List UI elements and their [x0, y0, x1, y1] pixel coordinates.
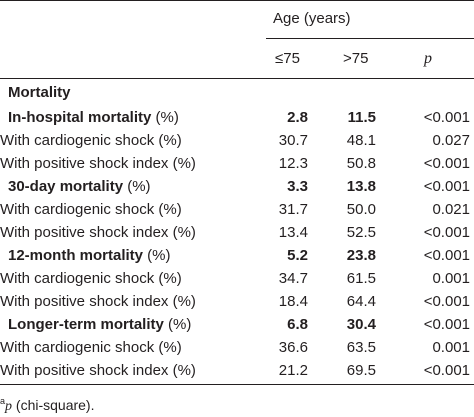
header-bottom-rule — [0, 78, 474, 79]
value-le75: 2.8 — [287, 109, 308, 126]
value-gt75: 69.5 — [346, 362, 376, 379]
value-le75: 5.2 — [287, 247, 308, 264]
row-label: 30-day mortality (%) — [8, 175, 151, 198]
table-top-rule — [0, 0, 474, 1]
row-label-main: With cardiogenic shock (%) — [0, 270, 182, 287]
row-label-suffix: (%) — [163, 316, 192, 333]
value-p: <0.001 — [423, 293, 470, 310]
row-label: With cardiogenic shock (%) — [0, 129, 182, 152]
value-p: <0.001 — [423, 247, 470, 264]
row-label-main: 12-month mortality — [8, 247, 144, 264]
table-body: In-hospital mortality (%) 2.8 11.5 <0.001 Wi… — [0, 106, 474, 382]
table-row: 12-month mortality (%) 5.2 23.8 <0.001 — [0, 244, 474, 267]
value-gt75: 61.5 — [346, 270, 376, 287]
row-label: Longer-term mortality (%) — [8, 313, 191, 336]
row-label: With positive shock index (%) — [0, 221, 196, 244]
footnote-marker: a — [0, 396, 6, 406]
table-row: In-hospital mortality (%) 2.8 11.5 <0.001 — [0, 106, 474, 129]
value-le75: 31.7 — [278, 201, 308, 218]
row-label-main: With positive shock index (%) — [0, 362, 196, 379]
row-label: With positive shock index (%) — [0, 290, 196, 313]
row-label-main: With cardiogenic shock (%) — [0, 339, 182, 356]
row-label-suffix: (%) — [143, 247, 171, 264]
value-p: <0.001 — [423, 362, 470, 379]
row-label-main: With positive shock index (%) — [0, 293, 196, 310]
table-row: 30-day mortality (%) 3.3 13.8 <0.001 — [0, 175, 474, 198]
row-label-main: In-hospital mortality — [8, 109, 152, 126]
value-p: 0.021 — [432, 201, 470, 218]
table-row: With cardiogenic shock (%) 34.7 61.5 0.001 — [0, 267, 474, 290]
table-row: With positive shock index (%) 12.3 50.8 <0.… — [0, 152, 474, 175]
table-bottom-rule — [0, 384, 474, 385]
value-gt75: 63.5 — [346, 339, 376, 356]
age-group-rule — [266, 38, 474, 39]
table-row: With cardiogenic shock (%) 31.7 50.0 0.021 — [0, 198, 474, 221]
table-row: With positive shock index (%) 18.4 64.4 <0.… — [0, 290, 474, 313]
row-label-main: 30-day mortality — [8, 178, 124, 195]
value-gt75: 30.4 — [346, 316, 376, 333]
row-label-main: With positive shock index (%) — [0, 224, 196, 241]
value-p: <0.001 — [423, 109, 470, 126]
column-header-le75: ≤75 — [275, 50, 300, 67]
value-p: <0.001 — [423, 316, 470, 333]
footnote-p: p — [5, 399, 13, 414]
value-gt75: 13.8 — [346, 178, 376, 195]
row-label-main: With cardiogenic shock (%) — [0, 132, 182, 149]
value-le75: 21.2 — [278, 362, 308, 379]
row-label-main: With positive shock index (%) — [0, 155, 196, 172]
value-le75: 18.4 — [278, 293, 308, 310]
value-gt75: 48.1 — [346, 132, 376, 149]
row-label-suffix: (%) — [151, 109, 179, 126]
footnote: ap (chi-square). — [0, 396, 94, 415]
value-gt75: 23.8 — [346, 247, 376, 264]
value-le75: 12.3 — [278, 155, 308, 172]
row-label: With positive shock index (%) — [0, 152, 196, 175]
row-label-main: With cardiogenic shock (%) — [0, 201, 182, 218]
column-header-gt75: >75 — [343, 50, 369, 67]
table-row: With cardiogenic shock (%) 36.6 63.5 0.001 — [0, 336, 474, 359]
value-p: <0.001 — [423, 155, 470, 172]
value-le75: 34.7 — [278, 270, 308, 287]
footnote-text: (chi-square). — [12, 397, 95, 413]
value-p: 0.027 — [432, 132, 470, 149]
row-label: With cardiogenic shock (%) — [0, 267, 182, 290]
value-gt75: 64.4 — [346, 293, 376, 310]
value-p: 0.001 — [432, 339, 470, 356]
row-label: With cardiogenic shock (%) — [0, 198, 182, 221]
value-le75: 3.3 — [287, 178, 308, 195]
value-p: 0.001 — [432, 270, 470, 287]
row-label: With positive shock index (%) — [0, 359, 196, 382]
value-le75: 36.6 — [278, 339, 308, 356]
value-gt75: 52.5 — [346, 224, 376, 241]
row-label: 12-month mortality (%) — [8, 244, 171, 267]
table-row: With positive shock index (%) 13.4 52.5 <0.… — [0, 221, 474, 244]
value-gt75: 50.0 — [346, 201, 376, 218]
table-row: With positive shock index (%) 21.2 69.5 <0.… — [0, 359, 474, 382]
value-gt75: 11.5 — [347, 109, 376, 126]
age-group-header: Age (years) — [273, 10, 351, 27]
row-label: With cardiogenic shock (%) — [0, 336, 182, 359]
value-le75: 30.7 — [278, 132, 308, 149]
column-header-p: p — [424, 50, 432, 67]
table-row: With cardiogenic shock (%) 30.7 48.1 0.027 — [0, 129, 474, 152]
value-p: <0.001 — [423, 178, 470, 195]
row-label-main: Longer-term mortality — [8, 316, 164, 333]
value-p: <0.001 — [423, 224, 470, 241]
table-row: Longer-term mortality (%) 6.8 30.4 <0.001 — [0, 313, 474, 336]
row-label: In-hospital mortality (%) — [8, 106, 179, 129]
value-gt75: 50.8 — [346, 155, 376, 172]
row-label-suffix: (%) — [123, 178, 151, 195]
section-title: Mortality — [8, 84, 71, 101]
value-le75: 6.8 — [287, 316, 308, 333]
value-le75: 13.4 — [278, 224, 308, 241]
